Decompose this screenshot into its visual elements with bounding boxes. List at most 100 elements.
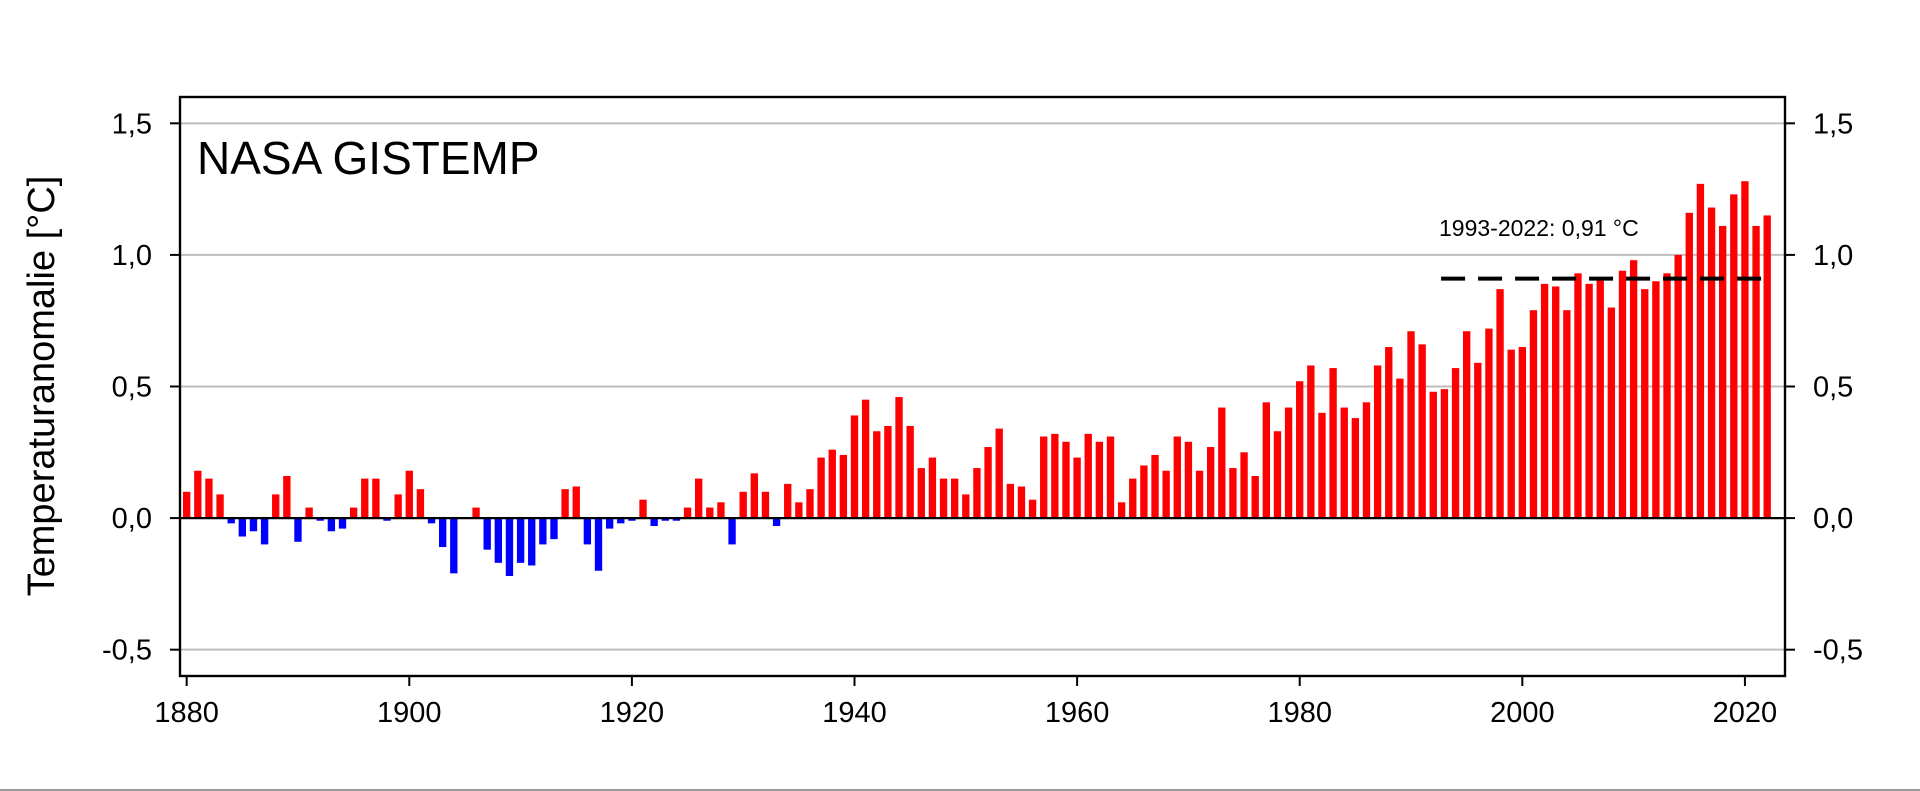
bar <box>1385 347 1393 519</box>
bar <box>884 425 892 519</box>
bar <box>1151 454 1159 519</box>
bar <box>1496 289 1504 519</box>
bar <box>739 491 747 519</box>
bar <box>761 491 770 519</box>
bar <box>683 507 692 519</box>
chart-title: NASA GISTEMP <box>197 132 540 184</box>
bar <box>572 486 580 519</box>
bar <box>1741 181 1749 519</box>
bar <box>1563 310 1571 519</box>
bar <box>583 518 592 545</box>
bar <box>817 457 825 519</box>
bar <box>1507 349 1515 519</box>
bar <box>1351 418 1360 519</box>
bar <box>216 494 224 519</box>
bar <box>1162 470 1170 519</box>
bar <box>1373 365 1382 519</box>
bar <box>594 518 603 571</box>
bar <box>316 518 324 521</box>
bar <box>1129 478 1137 519</box>
bar <box>1730 194 1738 519</box>
bar <box>183 491 191 519</box>
bar <box>650 518 658 526</box>
bar <box>1340 407 1348 519</box>
bar <box>1707 207 1716 519</box>
bar <box>505 518 514 576</box>
bar <box>706 507 714 519</box>
bar <box>1284 407 1293 519</box>
bar <box>450 518 458 574</box>
bar <box>249 518 258 532</box>
bar <box>939 478 948 519</box>
bar <box>1184 441 1193 519</box>
bar <box>427 518 436 524</box>
bar <box>494 518 503 563</box>
bar <box>1474 362 1482 519</box>
bar <box>628 518 636 521</box>
bar <box>917 468 925 519</box>
axes: 1880 1900 1920 1940 1960 1980 2000 2020 -0,5 -0,5… <box>102 108 1863 729</box>
bar <box>238 518 247 537</box>
bar <box>338 518 347 529</box>
bar <box>1173 436 1181 519</box>
bar <box>1318 412 1326 519</box>
bar <box>260 518 269 545</box>
x-tick-label: 1980 <box>1267 697 1332 729</box>
bar <box>194 470 202 519</box>
bar <box>850 415 859 519</box>
bar <box>962 494 970 519</box>
bar <box>227 518 235 524</box>
bar <box>1028 499 1037 519</box>
bar <box>1206 447 1215 519</box>
bar <box>327 518 336 532</box>
bar <box>1273 431 1282 519</box>
bar <box>1140 465 1148 519</box>
y-tick-label-left: 0,0 <box>112 503 152 535</box>
y-tick-label-right: -0,5 <box>1813 635 1863 667</box>
bottom-border <box>0 789 1920 791</box>
x-tick-label: 1920 <box>600 697 665 729</box>
bar <box>639 499 647 519</box>
bar <box>372 478 380 519</box>
bar <box>483 518 491 550</box>
bar <box>528 518 536 566</box>
bar <box>1485 328 1493 519</box>
x-tick-label: 1940 <box>822 697 887 729</box>
y-tick-label-right: 1,0 <box>1813 240 1853 272</box>
bar <box>1017 486 1026 519</box>
bar <box>728 518 736 545</box>
bar <box>984 447 992 519</box>
bar <box>1407 331 1415 519</box>
bar <box>1585 283 1593 519</box>
bar <box>1329 368 1337 519</box>
bar <box>1618 270 1627 519</box>
bar <box>1763 215 1771 519</box>
bar <box>1095 441 1104 519</box>
bar <box>1229 468 1237 519</box>
bar <box>1307 365 1315 519</box>
bar <box>305 507 313 519</box>
bar <box>1451 368 1460 519</box>
bar <box>1552 286 1560 519</box>
anomaly-bars <box>180 181 1785 576</box>
bar <box>1674 254 1682 519</box>
bar <box>1652 281 1660 519</box>
bar <box>416 489 425 519</box>
bar <box>1062 441 1070 519</box>
bar <box>1084 433 1092 519</box>
y-tick-label-right: 0,0 <box>1813 503 1853 535</box>
bar <box>205 478 213 519</box>
bar <box>1663 273 1671 519</box>
bar <box>349 507 358 519</box>
bar <box>439 518 447 548</box>
y-axis-label: Temperaturanomalie [°C] <box>21 176 63 597</box>
bar <box>784 483 792 519</box>
bar <box>1429 391 1437 519</box>
bar <box>1262 402 1270 519</box>
x-tick-label: 1900 <box>377 697 442 729</box>
bar <box>1696 183 1705 519</box>
bar <box>472 507 480 519</box>
bar <box>895 397 903 519</box>
bar <box>283 475 291 519</box>
